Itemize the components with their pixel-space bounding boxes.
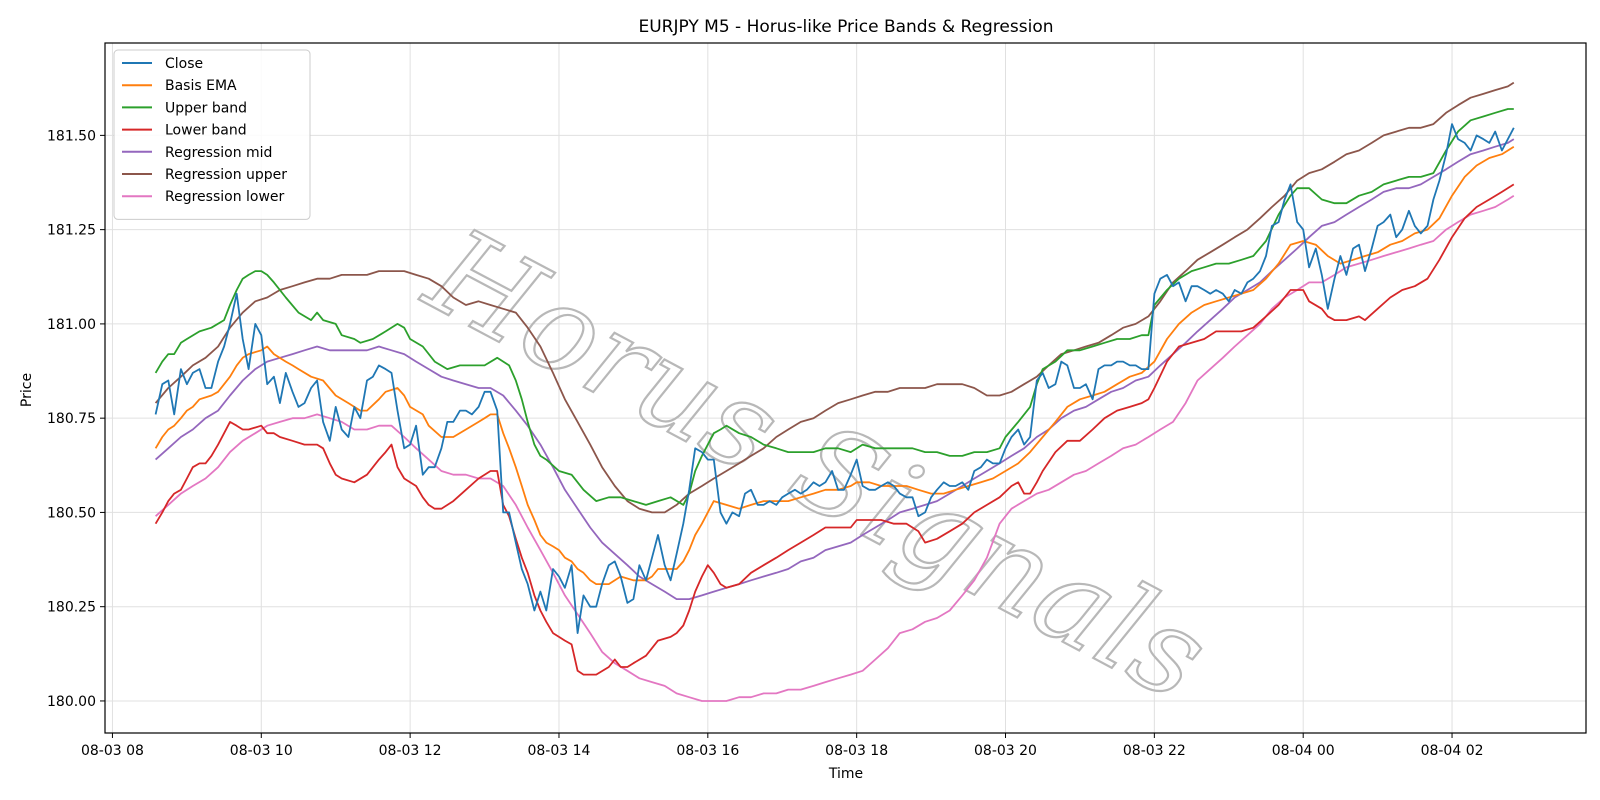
series-line-lower-band — [154, 183, 1515, 676]
plot-frame — [104, 42, 1587, 734]
series-line-upper-band — [154, 108, 1514, 506]
series-line-close — [154, 123, 1515, 634]
x-tick-label: 08-03 20 — [974, 743, 1037, 759]
legend-entry: Lower band — [165, 123, 247, 139]
legend-box — [113, 49, 311, 220]
x-tick-label: 08-04 00 — [1272, 743, 1335, 759]
y-axis-label: Price — [19, 373, 35, 407]
legend-entry: Basis EMA — [165, 78, 237, 94]
series-line-regression-mid — [155, 138, 1515, 600]
x-tick-label: 08-04 02 — [1421, 743, 1484, 759]
y-tick-label: 180.25 — [47, 600, 96, 616]
x-axis-ticks: 08-03 08 08-03 10 08-03 12 08-03 14 08-03 16… — [81, 733, 1484, 759]
legend-entry: Upper band — [165, 100, 247, 116]
x-axis-label: Time — [828, 766, 863, 782]
y-tick-label: 180.50 — [47, 505, 96, 521]
y-tick-label: 181.50 — [47, 128, 96, 144]
legend-entry: Close — [165, 56, 203, 72]
legend: Close Basis EMA Upper band Lower band Regres… — [113, 49, 311, 220]
y-tick-label: 180.00 — [47, 694, 96, 710]
y-tick-label: 181.25 — [47, 223, 96, 239]
x-tick-label: 08-03 22 — [1123, 743, 1186, 759]
plot-lines — [154, 81, 1515, 702]
x-tick-label: 08-03 16 — [676, 743, 739, 759]
series-line-regression-lower — [155, 194, 1515, 702]
chart-title: EURJPY M5 - Horus-like Price Bands & Reg… — [638, 17, 1053, 37]
x-tick-label: 08-03 14 — [527, 743, 590, 759]
x-tick-label: 08-03 18 — [825, 743, 888, 759]
legend-entry: Regression upper — [165, 167, 287, 183]
grid — [105, 43, 1586, 733]
legend-entry: Regression lower — [165, 189, 285, 205]
x-tick-label: 08-03 08 — [81, 743, 144, 759]
y-tick-label: 181.00 — [47, 317, 96, 333]
x-tick-label: 08-03 12 — [379, 743, 442, 759]
y-tick-label: 180.75 — [47, 411, 96, 427]
series-line-regression-upper — [154, 81, 1515, 514]
legend-entry: Regression mid — [165, 145, 272, 161]
x-tick-label: 08-03 10 — [230, 743, 293, 759]
series-line-basis-ema — [154, 145, 1515, 585]
y-axis-ticks: 180.00 180.25 180.50 180.75 181.00 181.25 181.… — [47, 128, 105, 710]
